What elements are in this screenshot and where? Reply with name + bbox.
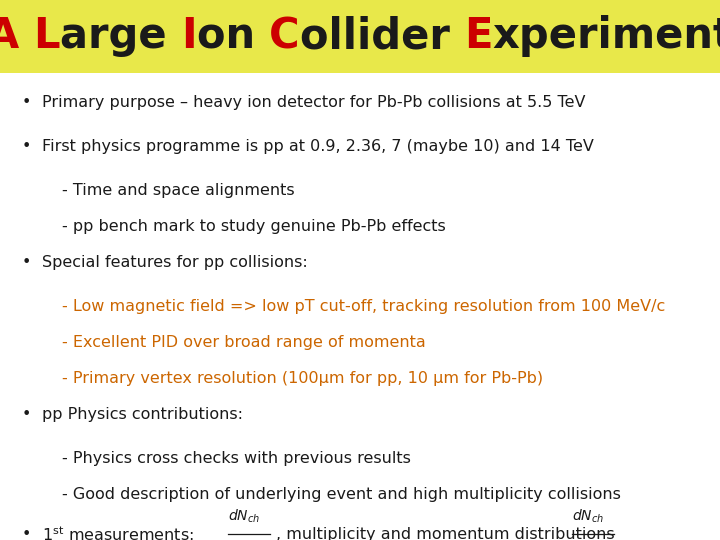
Text: •: • xyxy=(22,139,32,154)
Text: I: I xyxy=(181,16,197,57)
Text: , multiplicity and momentum distributions: , multiplicity and momentum distribution… xyxy=(276,528,615,540)
Text: - Good description of underlying event and high multiplicity collisions: - Good description of underlying event a… xyxy=(62,488,621,502)
Text: 1$^{\mathregular{st}}$ measurements:: 1$^{\mathregular{st}}$ measurements: xyxy=(42,525,194,540)
Text: - Excellent PID over broad range of momenta: - Excellent PID over broad range of mome… xyxy=(62,335,426,350)
Text: Special features for pp collisions:: Special features for pp collisions: xyxy=(42,255,307,271)
Text: ollider: ollider xyxy=(300,16,464,57)
Text: $dN_{ch}$: $dN_{ch}$ xyxy=(228,508,260,525)
Text: E: E xyxy=(464,16,492,57)
Text: C: C xyxy=(269,16,300,57)
Text: - Primary vertex resolution (100μm for pp, 10 μm for Pb-Pb): - Primary vertex resolution (100μm for p… xyxy=(62,372,543,387)
Text: arge: arge xyxy=(60,16,181,57)
Text: •: • xyxy=(22,528,32,540)
Text: - Physics cross checks with previous results: - Physics cross checks with previous res… xyxy=(62,451,411,467)
Text: L: L xyxy=(33,16,60,57)
Text: •: • xyxy=(22,407,32,422)
Text: •: • xyxy=(22,96,32,110)
Text: - pp bench mark to study genuine Pb-Pb effects: - pp bench mark to study genuine Pb-Pb e… xyxy=(62,219,446,234)
Text: $dN_{ch}$: $dN_{ch}$ xyxy=(572,508,604,525)
Text: - Low magnetic field => low pT cut-off, tracking resolution from 100 MeV/c: - Low magnetic field => low pT cut-off, … xyxy=(62,299,665,314)
Text: First physics programme is pp at 0.9, 2.36, 7 (maybe 10) and 14 TeV: First physics programme is pp at 0.9, 2.… xyxy=(42,139,594,154)
Text: •: • xyxy=(22,255,32,271)
Text: Primary purpose – heavy ion detector for Pb-Pb collisions at 5.5 TeV: Primary purpose – heavy ion detector for… xyxy=(42,96,585,110)
Text: on: on xyxy=(197,16,269,57)
FancyBboxPatch shape xyxy=(0,0,720,73)
Text: pp Physics contributions:: pp Physics contributions: xyxy=(42,407,243,422)
Text: xperiment: xperiment xyxy=(492,16,720,57)
Text: A: A xyxy=(0,16,19,57)
Text: - Time and space alignments: - Time and space alignments xyxy=(62,184,294,198)
